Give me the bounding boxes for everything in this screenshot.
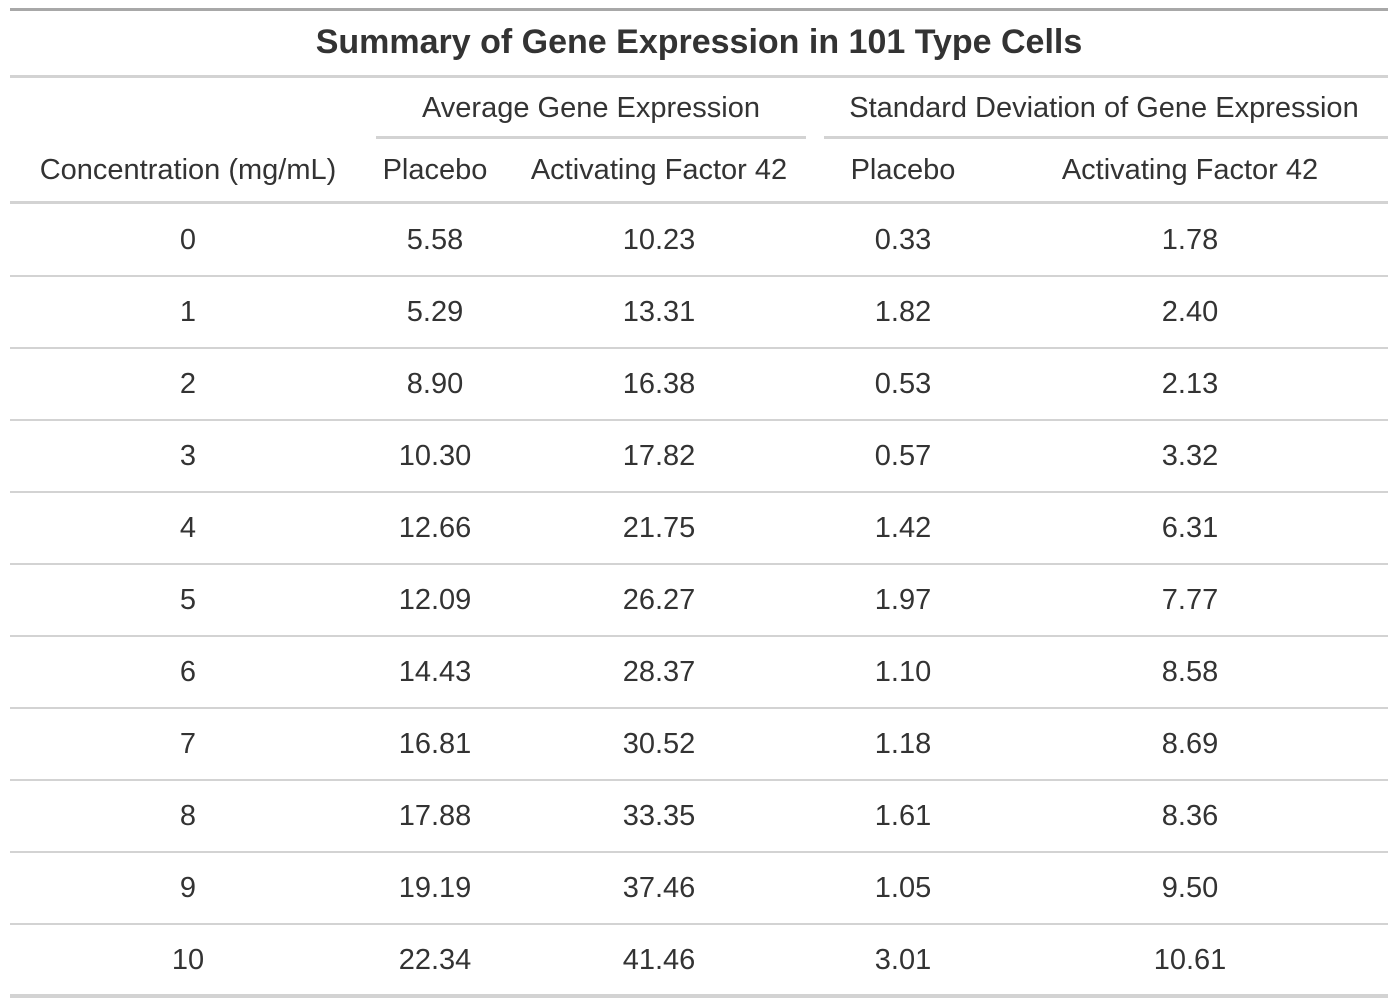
- table-cell: 17.82: [622, 440, 696, 472]
- row-divider: [10, 419, 1388, 421]
- row-divider: [10, 347, 1388, 349]
- table-cell: 10.61: [1153, 944, 1227, 976]
- table-cell: 13.31: [622, 296, 696, 328]
- header-bottom-rule: [10, 201, 1388, 204]
- table-bottom-rule: [10, 994, 1388, 998]
- table-cell: 5.29: [406, 296, 464, 328]
- table-cell: 3: [179, 440, 197, 472]
- table-cell: 10: [171, 944, 205, 976]
- table-cell: 1.78: [1161, 224, 1219, 256]
- table-cell: 12.09: [398, 584, 472, 616]
- table-cell: 28.37: [622, 656, 696, 688]
- spanner-average-rule: [376, 136, 806, 139]
- table-cell: 0.57: [874, 440, 932, 472]
- table-cell: 1.42: [874, 512, 932, 544]
- row-divider: [10, 779, 1388, 781]
- table-cell: 4: [179, 512, 197, 544]
- table-cell: 26.27: [622, 584, 696, 616]
- table-cell: 16.81: [398, 728, 472, 760]
- table-title: Summary of Gene Expression in 101 Type C…: [315, 23, 1083, 61]
- table-cell: 2.13: [1161, 368, 1219, 400]
- table-cell: 2.40: [1161, 296, 1219, 328]
- column-header-sd-activating-factor: Activating Factor 42: [1061, 154, 1319, 186]
- spanner-average: Average Gene Expression: [421, 92, 760, 124]
- spanner-std-dev: Standard Deviation of Gene Expression: [849, 92, 1359, 124]
- table-cell: 7: [179, 728, 197, 760]
- table-cell: 14.43: [398, 656, 472, 688]
- table-cell: 5: [179, 584, 197, 616]
- table-cell: 30.52: [622, 728, 696, 760]
- table-cell: 1: [179, 296, 197, 328]
- column-header-avg-placebo: Placebo: [382, 154, 488, 186]
- row-divider: [10, 707, 1388, 709]
- row-divider: [10, 923, 1388, 925]
- table-cell: 33.35: [622, 800, 696, 832]
- title-bottom-rule: [10, 75, 1388, 78]
- table-cell: 3.01: [874, 944, 932, 976]
- table-cell: 17.88: [398, 800, 472, 832]
- table-cell: 0: [179, 224, 197, 256]
- table-cell: 8.69: [1161, 728, 1219, 760]
- table-cell: 41.46: [622, 944, 696, 976]
- table-cell: 8: [179, 800, 197, 832]
- table-cell: 8.36: [1161, 800, 1219, 832]
- table-cell: 37.46: [622, 872, 696, 904]
- table-cell: 10.30: [398, 440, 472, 472]
- table-cell: 7.77: [1161, 584, 1219, 616]
- row-divider: [10, 635, 1388, 637]
- summary-table: Summary of Gene Expression in 101 Type C…: [10, 8, 1388, 998]
- table-cell: 6.31: [1161, 512, 1219, 544]
- table-cell: 1.05: [874, 872, 932, 904]
- row-divider: [10, 275, 1388, 277]
- table-cell: 8.90: [406, 368, 464, 400]
- table-cell: 6: [179, 656, 197, 688]
- row-divider: [10, 851, 1388, 853]
- table-cell: 1.61: [874, 800, 932, 832]
- table-cell: 1.97: [874, 584, 932, 616]
- table-cell: 10.23: [622, 224, 696, 256]
- spanner-std-dev-rule: [824, 136, 1388, 139]
- row-divider: [10, 563, 1388, 565]
- table-cell: 19.19: [398, 872, 472, 904]
- table-cell: 1.82: [874, 296, 932, 328]
- table-cell: 21.75: [622, 512, 696, 544]
- column-header-avg-activating-factor: Activating Factor 42: [530, 154, 788, 186]
- table-cell: 12.66: [398, 512, 472, 544]
- table-cell: 1.18: [874, 728, 932, 760]
- table-cell: 1.10: [874, 656, 932, 688]
- table-cell: 9: [179, 872, 197, 904]
- table-top-rule: [10, 8, 1388, 11]
- column-header-sd-placebo: Placebo: [850, 154, 956, 186]
- table-cell: 3.32: [1161, 440, 1219, 472]
- table-cell: 9.50: [1161, 872, 1219, 904]
- table-cell: 22.34: [398, 944, 472, 976]
- table-cell: 8.58: [1161, 656, 1219, 688]
- table-cell: 5.58: [406, 224, 464, 256]
- table-cell: 16.38: [622, 368, 696, 400]
- column-header-concentration: Concentration (mg/mL): [39, 154, 337, 186]
- table-cell: 0.33: [874, 224, 932, 256]
- table-cell: 0.53: [874, 368, 932, 400]
- row-divider: [10, 491, 1388, 493]
- table-cell: 2: [179, 368, 197, 400]
